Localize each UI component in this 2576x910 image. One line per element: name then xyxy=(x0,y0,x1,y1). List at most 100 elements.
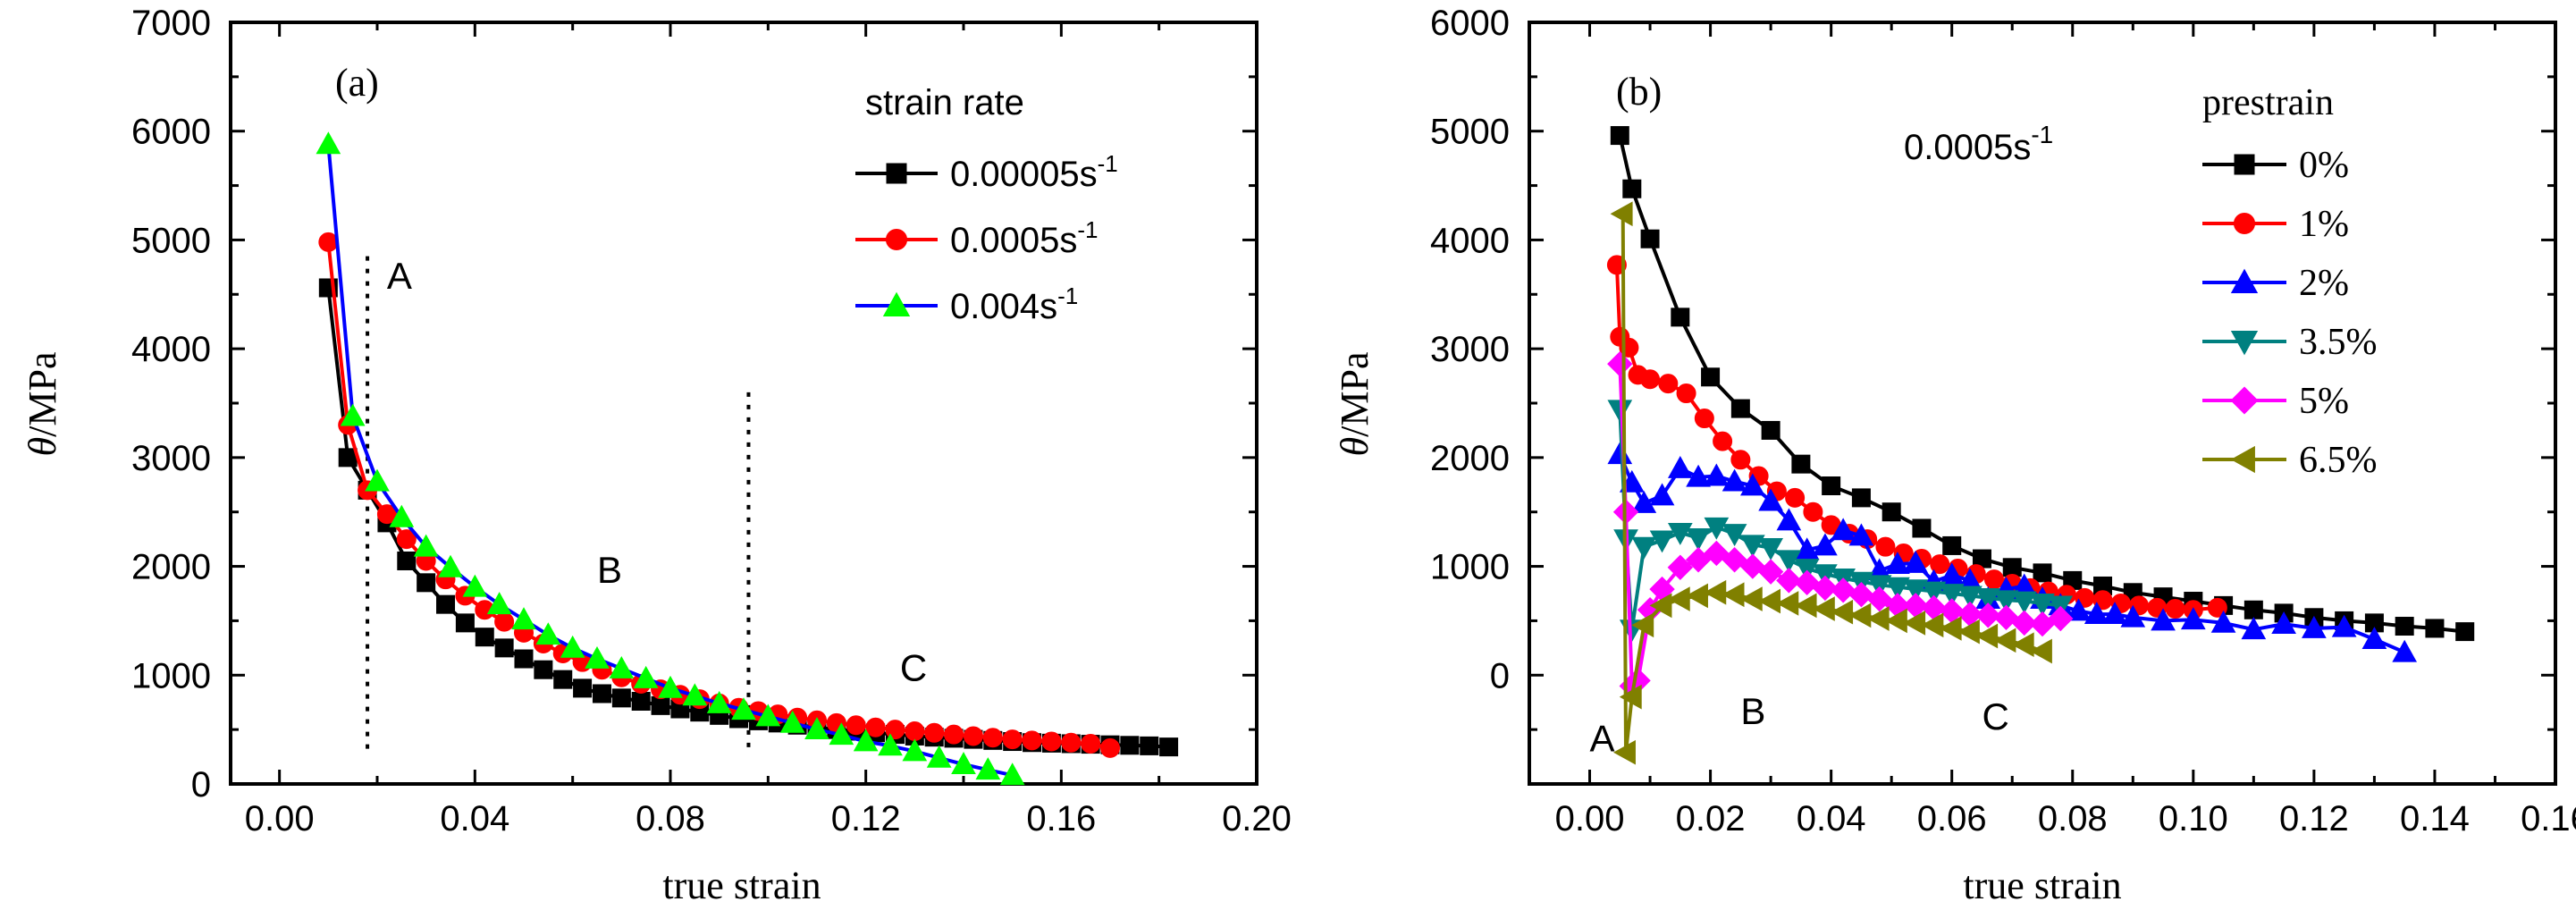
data-point xyxy=(1822,476,1841,496)
x-tick-label: 0.08 xyxy=(636,799,705,838)
data-point xyxy=(1851,488,1871,508)
legend-label: 6.5% xyxy=(2299,440,2378,481)
data-point xyxy=(2361,627,2387,650)
data-point xyxy=(413,534,439,557)
data-point xyxy=(2120,604,2146,628)
y-tick-label: 4000 xyxy=(131,330,211,369)
legend-label-sup: -1 xyxy=(1077,216,1098,243)
series-line xyxy=(326,287,1169,749)
x-tick-label: 0.08 xyxy=(2038,799,2108,838)
data-point xyxy=(1631,536,1657,560)
data-point xyxy=(1939,584,1965,607)
series-a xyxy=(316,131,1179,786)
data-point xyxy=(436,594,456,614)
data-point xyxy=(1671,308,1690,327)
data-point xyxy=(1993,628,2016,653)
x-tick-label: 0.06 xyxy=(1917,799,1987,838)
legend-label: 0% xyxy=(2299,145,2349,186)
data-point xyxy=(1667,522,1693,545)
data-point xyxy=(514,649,534,669)
data-point xyxy=(982,728,1003,748)
legend-entry: 0.0005s-1 xyxy=(855,216,1098,260)
data-point xyxy=(975,757,1001,780)
data-point xyxy=(1812,596,1835,621)
data-point xyxy=(1803,501,1823,522)
y-tick-label: 6000 xyxy=(1430,4,1510,43)
data-point xyxy=(2030,594,2055,616)
legend-entry: 0.004s-1 xyxy=(855,282,1078,326)
legend-label: 0.0005s-1 xyxy=(950,216,1098,260)
x-tick-label: 0.00 xyxy=(1555,799,1625,838)
legend-marker xyxy=(2230,268,2259,293)
legend-label-sup: -1 xyxy=(1057,282,1078,309)
y-tick-label: 2000 xyxy=(131,548,211,587)
data-point xyxy=(2048,605,2074,632)
data-point xyxy=(1631,612,1654,638)
chart-panel-a: 0.00 0.04 0.08 0.12 0.16 0.20 0 1000 2000 3000 400… xyxy=(21,4,1292,907)
data-point xyxy=(2011,591,2037,614)
data-point xyxy=(651,695,670,715)
legend-marker xyxy=(2230,386,2259,415)
data-point xyxy=(1776,591,1799,616)
x-tick-label: 0.14 xyxy=(2400,799,2470,838)
data-point xyxy=(1975,602,2001,628)
data-point xyxy=(1649,530,1675,553)
data-point xyxy=(1831,599,1854,625)
data-point xyxy=(1694,409,1714,429)
data-point xyxy=(1730,399,1750,418)
legend-marker xyxy=(882,291,911,316)
legend-label: 0.00005s-1 xyxy=(950,150,1118,194)
data-point xyxy=(2302,615,2327,638)
data-point xyxy=(905,720,925,741)
y-axis-symbol-b: θ xyxy=(1333,437,1376,457)
region-label: A xyxy=(1590,717,1615,759)
data-point xyxy=(1761,420,1780,440)
data-point xyxy=(1667,455,1693,478)
data-point xyxy=(1704,579,1727,605)
data-point xyxy=(1776,568,1802,594)
data-point xyxy=(2392,639,2418,662)
data-point xyxy=(1939,616,1962,641)
legend-marker xyxy=(886,163,907,184)
data-point xyxy=(1848,602,1872,628)
data-point xyxy=(1758,588,1781,614)
data-point xyxy=(829,722,854,746)
y-tick-label: 5000 xyxy=(1430,113,1510,152)
legend-entry: 3.5% xyxy=(2202,322,2378,363)
data-point xyxy=(1813,564,1838,587)
data-point xyxy=(1812,575,1839,602)
legend-entry: 6.5% xyxy=(2202,440,2378,481)
region-label: A xyxy=(387,255,412,297)
x-tick-label: 0.12 xyxy=(2279,799,2349,838)
data-point xyxy=(1667,554,1694,580)
data-point xyxy=(1704,463,1730,486)
y-axis-title-a: θ/MPa xyxy=(21,352,64,457)
data-point xyxy=(1619,684,1642,710)
x-tick-label: 0.10 xyxy=(2159,799,2228,838)
data-point xyxy=(1613,739,1636,765)
data-point xyxy=(1757,559,1784,585)
region-label: B xyxy=(1740,690,1765,732)
data-point xyxy=(1701,367,1721,387)
legend-entry: 1% xyxy=(2202,204,2349,245)
data-point xyxy=(658,675,683,698)
data-point xyxy=(2241,617,2267,640)
data-point xyxy=(1649,593,1672,619)
data-point xyxy=(2271,611,2296,634)
data-point xyxy=(944,724,964,745)
data-point xyxy=(1903,550,1929,573)
y-tick-label: 0 xyxy=(191,765,211,805)
data-point xyxy=(878,733,903,756)
data-point xyxy=(1921,581,1947,604)
data-point xyxy=(1875,536,1896,557)
data-point xyxy=(1885,552,1910,575)
x-axis-title-a: true strain xyxy=(662,864,821,907)
legend-marker xyxy=(2230,445,2255,474)
data-point xyxy=(1813,533,1838,556)
data-point xyxy=(1848,582,1874,608)
data-point xyxy=(2151,608,2176,631)
data-point xyxy=(2029,638,2052,664)
data-point xyxy=(1667,586,1690,611)
data-point xyxy=(926,745,952,768)
data-point xyxy=(609,655,635,678)
